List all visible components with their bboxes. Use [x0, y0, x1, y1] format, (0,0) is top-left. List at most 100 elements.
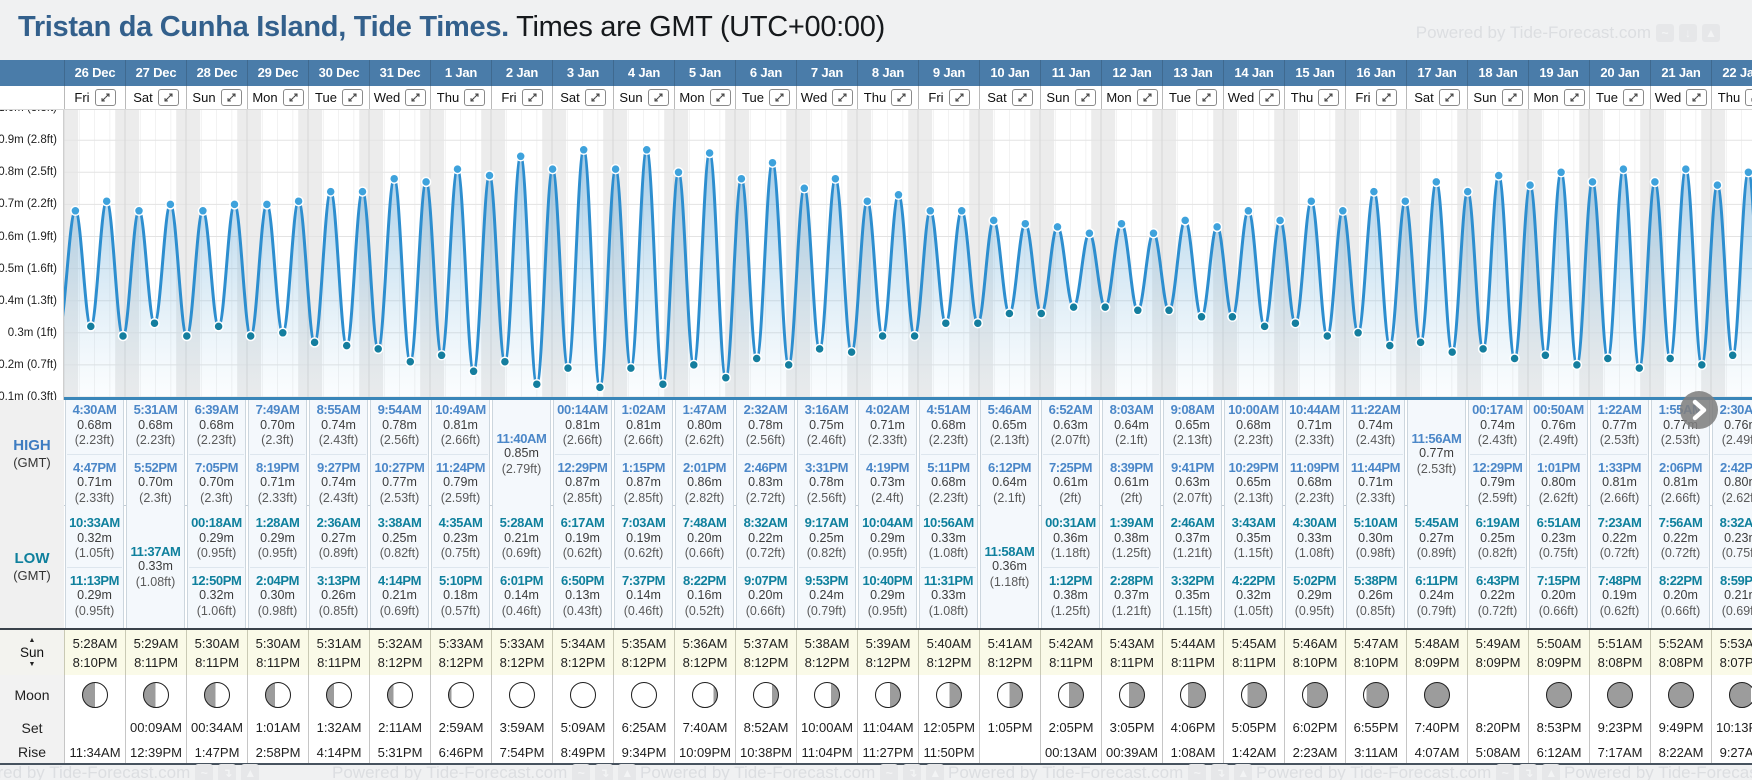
low-tide-cell: 7:23AM 0.22m (0.72ft) 7:48PM 0.19m (0.62ft)	[1590, 506, 1649, 628]
day-of-week-label: Sun	[619, 90, 643, 105]
tide-height-ft: (0.95ft)	[257, 546, 298, 560]
next-days-button[interactable]	[1680, 391, 1718, 429]
expand-day-button[interactable]	[1375, 89, 1397, 106]
tide-height-m: 0.25m	[1480, 530, 1515, 545]
tide-height-ft: (2ft)	[1120, 490, 1143, 505]
expand-day-button[interactable]	[1318, 89, 1340, 106]
tide-height-m: 0.22m	[1480, 588, 1515, 602]
low-tide-dot	[372, 343, 384, 355]
low-tide-dot	[1415, 337, 1426, 348]
expand-day-button[interactable]	[832, 89, 854, 106]
expand-day-button[interactable]	[157, 89, 179, 106]
moonrise-time: 1:47PM	[186, 741, 247, 763]
high-tide-dot	[1020, 218, 1031, 229]
expand-day-button[interactable]	[1563, 89, 1585, 106]
high-tide-dot	[641, 144, 652, 156]
sunset-time: 8:11PM	[195, 654, 239, 670]
expand-day-button[interactable]	[1622, 89, 1644, 106]
watermark: Powered by Tide-Forecast.com~↴▲	[640, 763, 945, 780]
high-tide-dot	[1649, 176, 1661, 188]
sunrise-time: 5:34AM	[560, 635, 606, 651]
expand-icon	[1265, 93, 1274, 102]
expand-day-button[interactable]	[1745, 89, 1752, 106]
tide-entry: 7:03AM 0.19m (0.62ft)	[616, 515, 671, 562]
expand-day-button[interactable]	[1438, 89, 1460, 106]
day-cell: Fri	[491, 86, 552, 109]
tide-height-ft: (2.23ft)	[135, 433, 176, 447]
expand-day-button[interactable]	[521, 89, 543, 106]
tide-height-m: 0.73m	[870, 475, 905, 489]
tide-entry: 8:22PM 0.20m (0.66ft)	[1653, 566, 1708, 620]
date-header: 22 Jan	[1711, 60, 1752, 86]
moonrise-time: 1:42AM	[1223, 741, 1284, 763]
tide-time: 11:22AM	[1350, 402, 1401, 417]
tide-entry: 5:52PM 0.70m (2.3ft)	[128, 453, 183, 507]
tide-height-m: 0.30m	[260, 588, 295, 602]
expand-day-button[interactable]	[891, 89, 913, 106]
expand-day-button[interactable]	[94, 89, 116, 106]
high-tide-cell: 11:40AM 0.85m (2.79ft)	[492, 400, 551, 508]
expand-day-button[interactable]	[341, 89, 363, 106]
expand-day-button[interactable]	[1136, 89, 1158, 106]
tide-time: 11:31PM	[923, 572, 974, 588]
expand-day-button[interactable]	[1259, 89, 1281, 106]
expand-day-button[interactable]	[464, 89, 486, 106]
tide-height-ft: (2.59ft)	[440, 490, 481, 505]
moonset-time: 11:04AM	[857, 715, 918, 741]
expand-day-button[interactable]	[1011, 89, 1033, 106]
tide-entry: 7:15PM 0.20m (0.66ft)	[1531, 566, 1586, 620]
day-of-week-label: Sat	[987, 90, 1007, 105]
expand-day-button[interactable]	[948, 89, 970, 106]
tide-time: 2:01PM	[682, 459, 727, 475]
sunrise-time: 5:43AM	[1109, 635, 1155, 651]
date-header: 2 Jan	[491, 60, 552, 86]
tide-entry: 3:31PM 0.78m (2.56ft)	[799, 453, 854, 507]
sun-times-cell: 5:45AM 8:11PM	[1223, 630, 1284, 675]
tide-time: 3:31PM	[804, 459, 849, 475]
tide-time: 11:58AM	[984, 543, 1035, 559]
moon-phase-icon	[82, 682, 108, 708]
moonrise-time	[979, 741, 1040, 763]
wave-icon: ~	[1188, 764, 1207, 780]
tide-height-ft: (0.75ft)	[1538, 546, 1579, 560]
sunrise-time: 5:48AM	[1414, 635, 1460, 651]
tide-height-m: 0.75m	[809, 417, 844, 432]
tide-height-ft: (2.62ft)	[1721, 490, 1752, 505]
expand-day-button[interactable]	[709, 89, 731, 106]
expand-day-button[interactable]	[405, 89, 427, 106]
expand-icon	[1382, 93, 1391, 102]
moon-phase-icon	[1607, 682, 1633, 708]
expand-day-button[interactable]	[584, 89, 606, 106]
tide-entry: 12:29PM 0.87m (2.85ft)	[555, 453, 610, 507]
tide-height-m: 0.70m	[199, 475, 234, 489]
expand-day-button[interactable]	[220, 89, 242, 106]
tide-time: 10:40PM	[862, 572, 913, 588]
tide-height-m: 0.27m	[1419, 530, 1454, 545]
tide-entry: 00:14AM 0.81m (2.66ft)	[555, 402, 610, 449]
low-tide-cell: 4:35AM 0.23m (0.75ft) 5:10PM 0.18m (0.57ft)	[431, 506, 490, 628]
tide-height-ft: (0.66ft)	[1538, 603, 1579, 618]
expand-day-button[interactable]	[1686, 89, 1708, 106]
moon-phase-icon	[753, 682, 779, 708]
day-cell: Thu	[430, 86, 491, 109]
tide-time: 3:43AM	[1231, 515, 1276, 530]
date-header: 16 Jan	[1345, 60, 1406, 86]
expand-day-button[interactable]	[282, 89, 304, 106]
tide-entry: 3:16AM 0.75m (2.46ft)	[799, 402, 854, 449]
tide-height-ft: (0.46ft)	[623, 603, 664, 618]
expand-day-button[interactable]	[647, 89, 669, 106]
moon-cell	[796, 675, 857, 715]
expand-day-button[interactable]	[1195, 89, 1217, 106]
date-row-label-spacer	[0, 60, 64, 86]
day-cell: Sun	[1467, 86, 1528, 109]
day-cell: Wed	[369, 86, 430, 109]
expand-day-button[interactable]	[768, 89, 790, 106]
expand-day-button[interactable]	[1501, 89, 1523, 106]
expand-icon	[101, 93, 110, 102]
expand-day-button[interactable]	[1074, 89, 1096, 106]
high-row-label: HIGH (GMT)	[0, 400, 64, 508]
low-tide-dot	[1446, 346, 1458, 358]
tide-height-ft: (1.08ft)	[135, 574, 176, 589]
tide-time: 11:44PM	[1350, 459, 1401, 475]
moon-cell	[1162, 675, 1223, 715]
